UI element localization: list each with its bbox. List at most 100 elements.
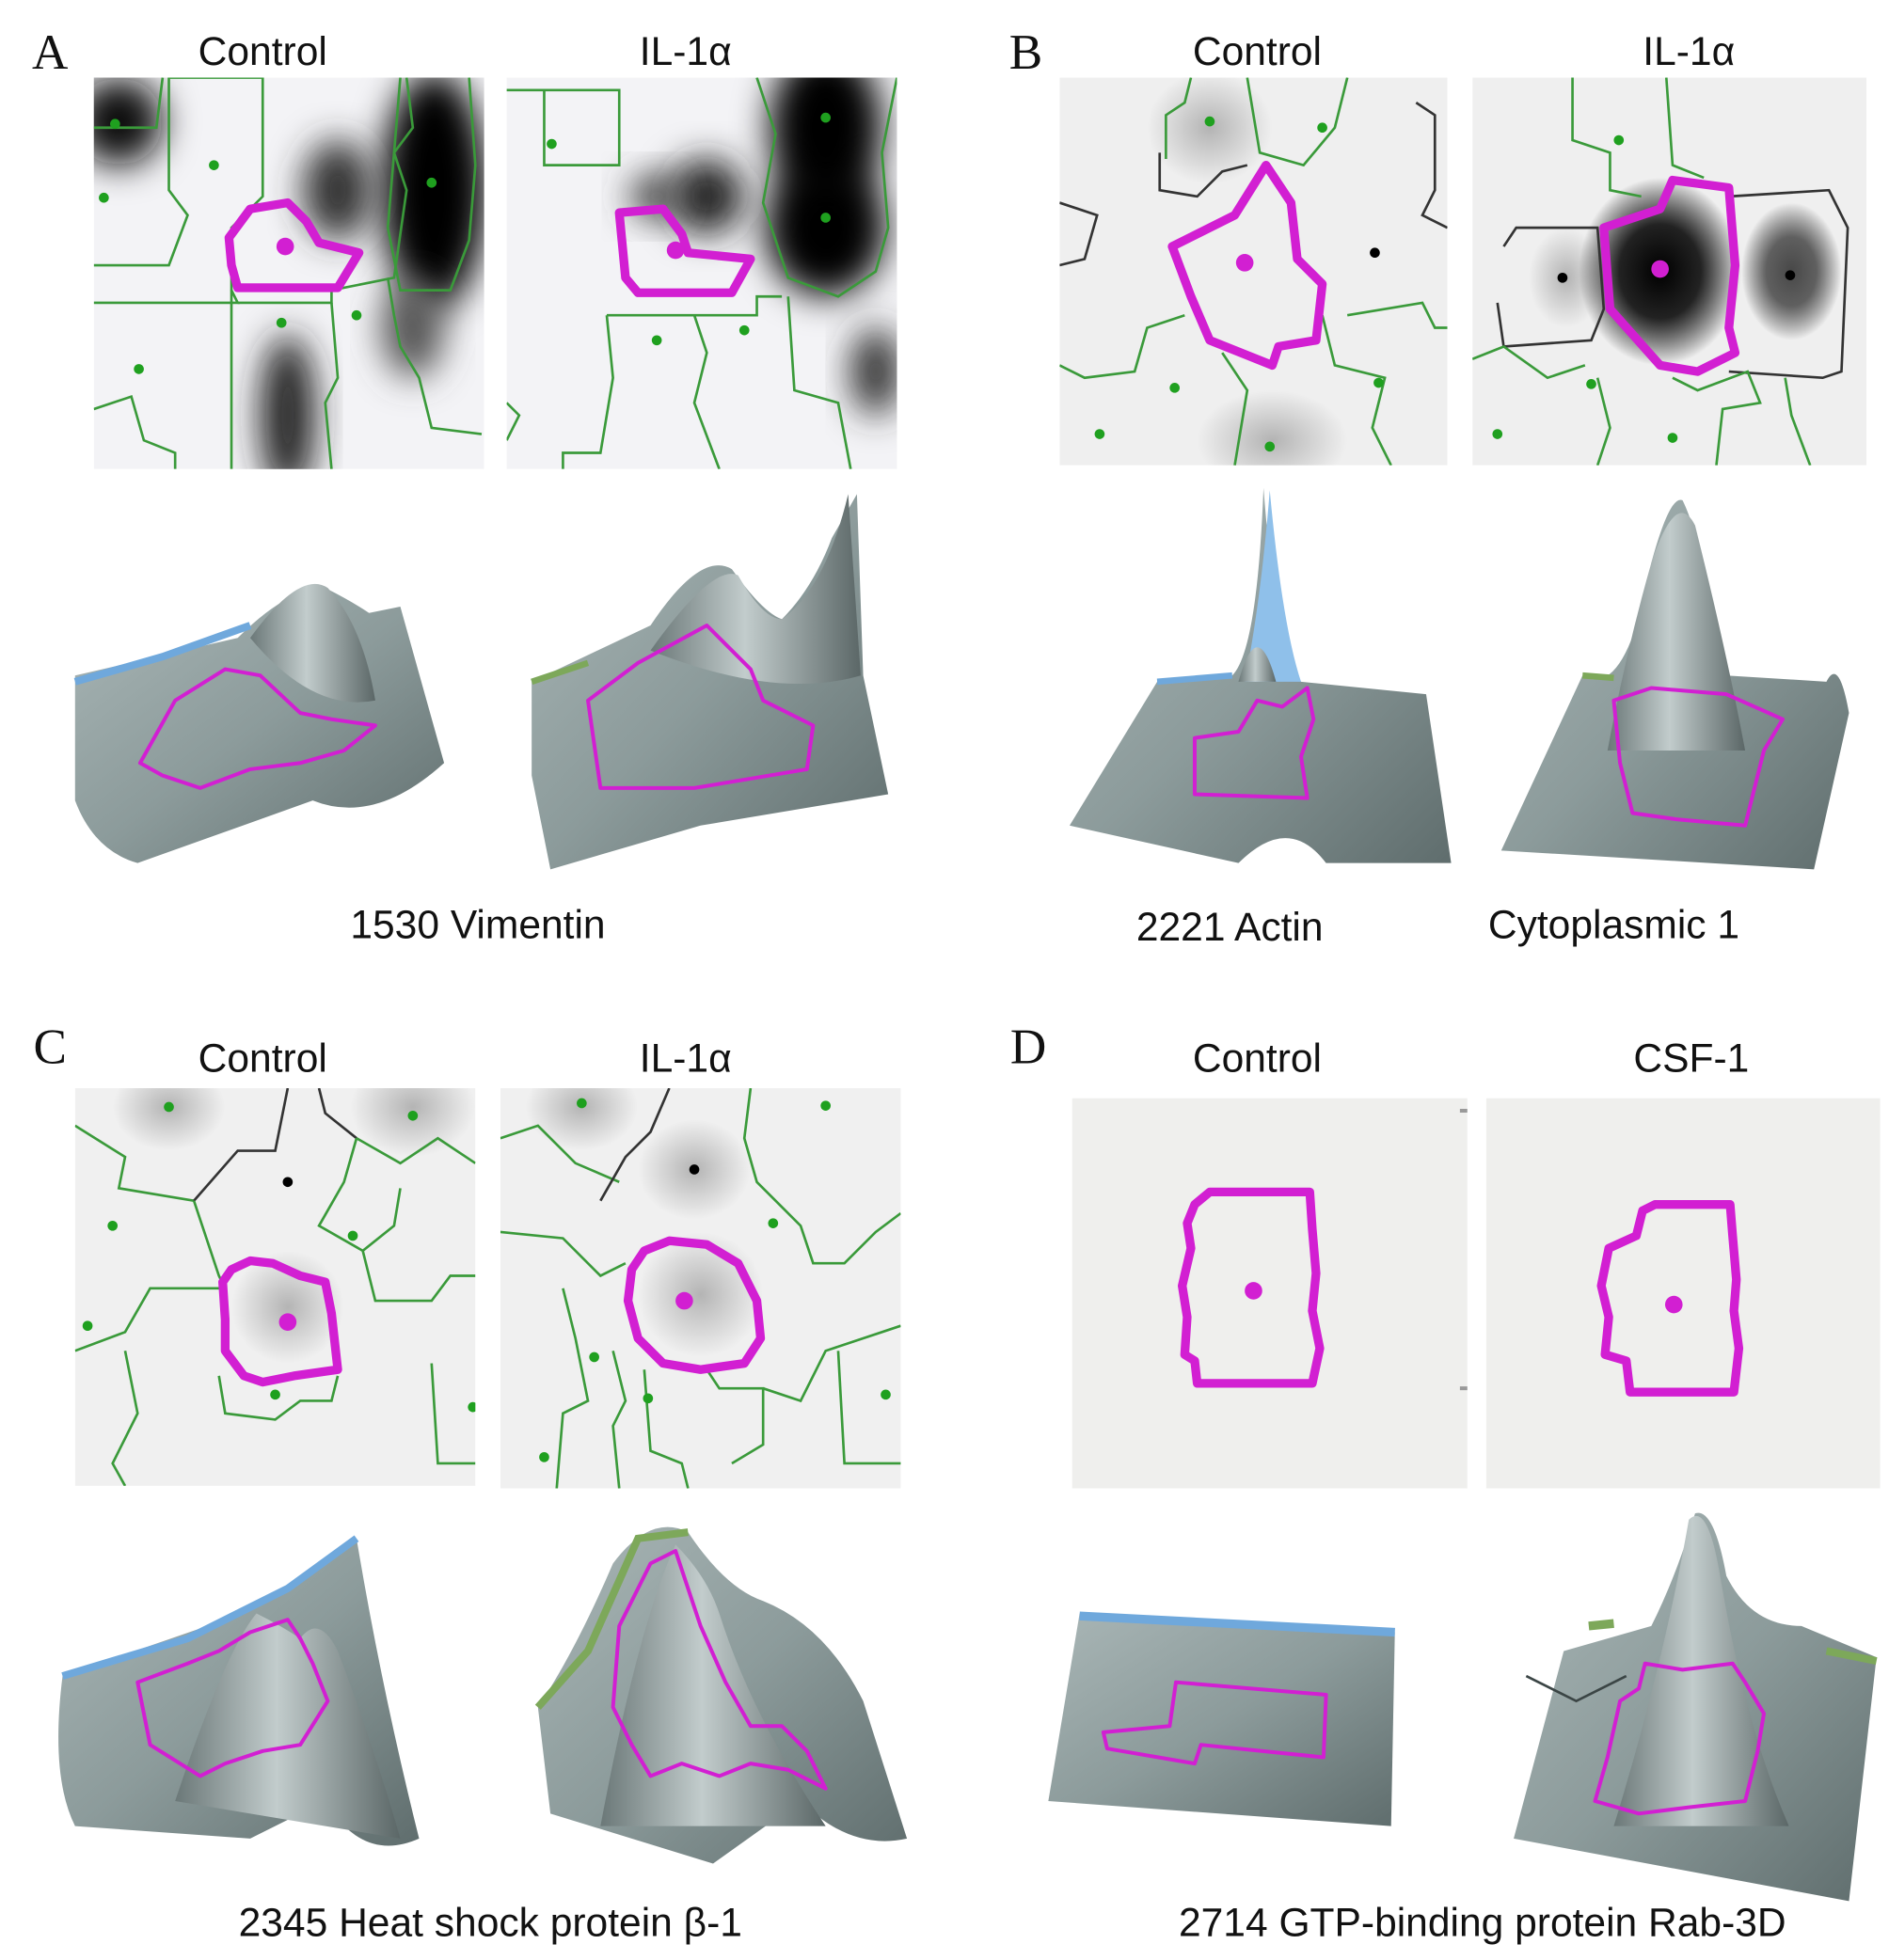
surface-edge <box>1156 672 1233 686</box>
spot <box>350 1088 476 1158</box>
selected-center <box>666 241 685 260</box>
gel-image <box>1071 1098 1468 1489</box>
surface-peak <box>1613 1515 1789 1826</box>
spot-center <box>1264 441 1276 452</box>
selected-outline <box>1192 686 1316 800</box>
condition-label: IL-1α <box>640 29 732 74</box>
selected-spot <box>1599 175 1740 376</box>
spot-center <box>209 160 219 170</box>
spot-center <box>276 317 287 328</box>
spot-boundary <box>1059 313 1185 380</box>
spot-center <box>1667 433 1678 443</box>
spot-boundary <box>1595 377 1611 466</box>
surface-edge <box>534 1528 689 1710</box>
spot-boundary <box>506 402 521 441</box>
spot-boundary <box>217 1375 340 1421</box>
selected-outline <box>1593 1661 1767 1816</box>
spot-boundary <box>762 1324 901 1403</box>
spot-boundary <box>74 1124 195 1203</box>
selected-spot <box>1178 1187 1325 1388</box>
spot-boundary <box>324 302 340 469</box>
condition-label: IL-1α <box>1643 29 1735 74</box>
surface-peak <box>1245 490 1301 682</box>
spot-boundary <box>361 1250 476 1303</box>
caption: 2714 GTP-binding protein Rab-3D <box>1179 1901 1786 1946</box>
surface-edge <box>1588 1619 1614 1631</box>
spot-boundary <box>1321 314 1392 466</box>
selected-outline <box>135 1618 330 1778</box>
spot-center <box>820 213 831 223</box>
spot-boundary <box>755 77 897 298</box>
spot-boundary <box>500 1230 627 1278</box>
selected-outline <box>1611 686 1785 828</box>
gel-image <box>74 1088 476 1486</box>
spot-boundary <box>356 1136 476 1165</box>
caption: 2221 Actin <box>1136 905 1324 950</box>
spot-boundary <box>1672 370 1762 466</box>
panel-letter: C <box>33 1019 66 1074</box>
spot-center <box>270 1389 280 1400</box>
gel-image <box>1472 77 1867 466</box>
spot-center <box>577 1098 587 1109</box>
spot-center <box>468 1401 476 1413</box>
spot-center <box>768 1218 779 1228</box>
condition-label: Control <box>1193 1036 1322 1082</box>
selected-spot <box>224 198 364 292</box>
selected-spot <box>614 204 755 297</box>
spot-boundary <box>1728 188 1849 380</box>
spot-center <box>426 177 437 188</box>
spot-center <box>347 1230 358 1241</box>
spot-boundary <box>562 315 614 469</box>
selected-center <box>1651 260 1669 278</box>
spot-center <box>643 1393 654 1404</box>
spot-boundary <box>111 1351 139 1486</box>
spot-center <box>1373 377 1384 388</box>
spot-center <box>1370 247 1380 259</box>
spot-boundary <box>74 1200 228 1352</box>
surface-peak <box>1607 513 1746 751</box>
surface <box>532 494 889 870</box>
surface-peak <box>650 494 861 685</box>
surface-edge <box>1825 1647 1878 1665</box>
spot <box>260 334 316 469</box>
spot-boundary <box>643 1369 690 1489</box>
spot-boundary <box>317 1137 402 1253</box>
spot-boundary <box>786 296 852 469</box>
gel-bg <box>1485 1098 1881 1489</box>
selected-center <box>1235 254 1254 272</box>
spot-center <box>1204 116 1215 127</box>
selected-outline <box>1101 1680 1328 1766</box>
gel-bg <box>1071 1098 1468 1489</box>
surface-plot <box>73 583 445 863</box>
spot <box>669 158 745 234</box>
panel-letter: A <box>32 24 69 80</box>
spot-boundary <box>93 394 177 469</box>
spot <box>381 277 445 378</box>
spot-boundary <box>386 77 477 292</box>
text-layer: A Control IL-1α 1530 Vimentin B Control … <box>32 24 1786 1945</box>
spot <box>112 1088 226 1151</box>
surface-plot <box>1514 1512 1878 1902</box>
spot-boundary <box>317 1088 357 1140</box>
spot-center <box>107 1220 119 1231</box>
surface-edge <box>1581 672 1614 682</box>
condition-label: CSF-1 <box>1633 1036 1749 1082</box>
spot-center <box>1169 383 1181 393</box>
spot-boundary <box>386 277 483 435</box>
surface <box>1048 1613 1395 1826</box>
caption: 1530 Vimentin <box>350 902 605 947</box>
spot-boundary <box>836 1351 901 1465</box>
spot-center <box>134 364 144 374</box>
panel-letter: D <box>1010 1019 1046 1074</box>
spot <box>765 158 886 297</box>
spot-boundary <box>93 77 264 305</box>
selected-center <box>675 1291 693 1310</box>
surface-peak <box>1238 647 1277 682</box>
selected-spot <box>218 1256 342 1387</box>
caption: Cytoplasmic 1 <box>1488 902 1739 947</box>
surface-plot <box>1048 1611 1395 1826</box>
spot-boundary <box>1571 77 1642 198</box>
